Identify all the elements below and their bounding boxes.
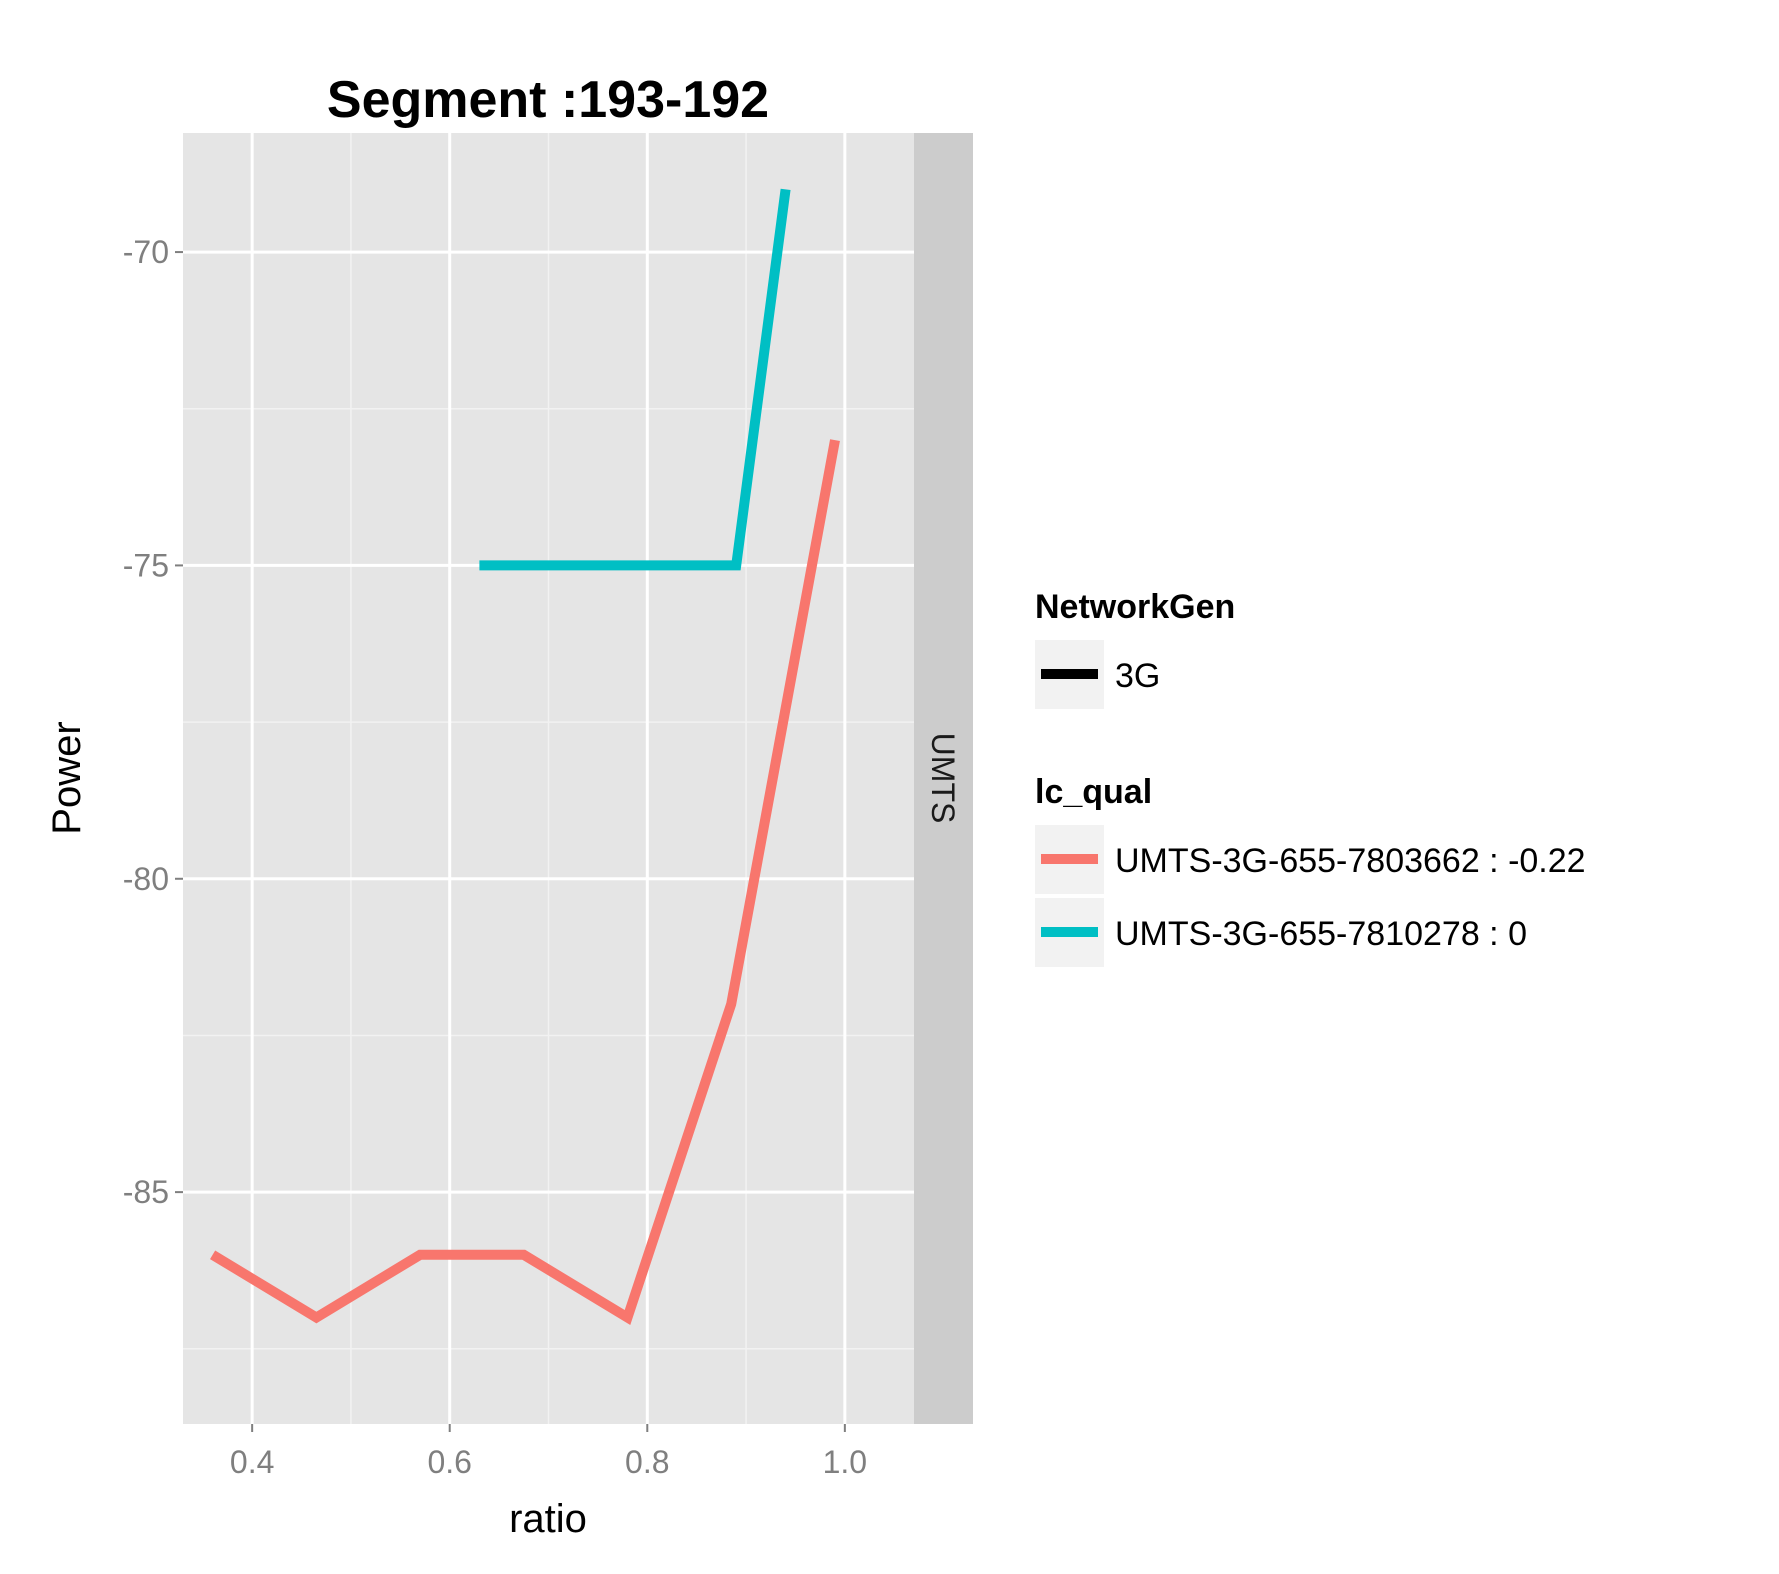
series-line-0 <box>210 439 840 1326</box>
legend-title-networkgen: NetworkGen <box>1035 588 1235 626</box>
legend-lc-qual: lc_qual UMTS-3G-655-7803662 : -0.22 UMTS… <box>1035 773 1586 967</box>
y-tick-label: -85 <box>123 1174 169 1210</box>
legend-label-7810278: UMTS-3G-655-7810278 : 0 <box>1115 915 1527 953</box>
legend-label-3g: 3G <box>1115 657 1160 695</box>
y-tick-label: -80 <box>123 861 169 897</box>
x-axis: 0.4 0.6 0.8 1.0 <box>230 1424 867 1480</box>
facet-strip <box>914 133 973 1424</box>
legend-title-lc-qual: lc_qual <box>1035 773 1152 811</box>
legend-label-7803662: UMTS-3G-655-7803662 : -0.22 <box>1115 842 1586 880</box>
y-axis-title: Power <box>45 721 89 834</box>
legend-item-3g: 3G <box>1035 640 1160 709</box>
x-axis-title: ratio <box>509 1497 587 1541</box>
legend-networkgen: NetworkGen 3G <box>1035 588 1235 709</box>
legend-item-7810278: UMTS-3G-655-7810278 : 0 <box>1035 898 1527 967</box>
major-gridlines <box>183 133 914 1424</box>
x-tick-label: 0.8 <box>625 1444 669 1480</box>
y-tick-label: -70 <box>123 234 169 270</box>
facet-strip-label: UMTS <box>925 733 961 824</box>
y-tick-label: -75 <box>123 547 169 583</box>
x-tick-label: 0.4 <box>230 1444 274 1480</box>
minor-gridlines <box>183 133 914 1424</box>
x-tick-label: 0.6 <box>427 1444 471 1480</box>
y-axis: -70 -75 -80 -85 <box>123 234 183 1210</box>
x-tick-label: 1.0 <box>823 1444 867 1480</box>
series-line-1 <box>479 188 791 571</box>
chart-title: Segment :193-192 <box>327 71 769 129</box>
series-lines <box>210 188 840 1326</box>
legend-item-7803662: UMTS-3G-655-7803662 : -0.22 <box>1035 825 1586 894</box>
